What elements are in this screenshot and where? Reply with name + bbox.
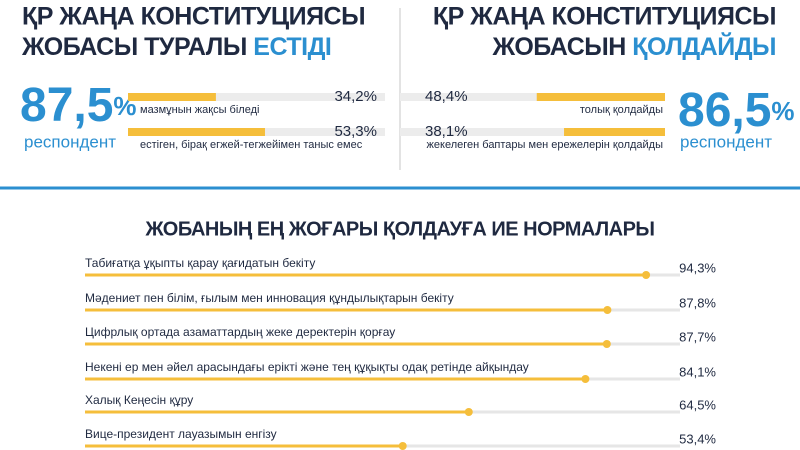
value-label: 34,2% (334, 88, 377, 105)
category-label: Вице-президент лауазымын енгізу (85, 427, 277, 441)
bar (85, 308, 608, 312)
bar-end-dot (581, 375, 590, 383)
title-highlight: ЕСТІДІ (253, 33, 331, 61)
title-part: ЖОБАСЫ ТУРАЛЫ (21, 33, 247, 61)
bar (85, 273, 647, 277)
headline-value: 86,5 (678, 84, 771, 137)
value-label: 84,1% (679, 364, 716, 379)
bar (536, 93, 665, 101)
category-label: естіген, бірақ егжей-тегжейімен таныс ем… (140, 139, 363, 151)
title-line: ЖОБАСЫН ҚОЛДАЙДЫ (492, 31, 776, 61)
category-label: Мәдениет пен білім, ғылым мен инновация … (85, 291, 454, 305)
bar-end-dot (642, 271, 651, 279)
bar (564, 128, 665, 136)
headline: 86,5% (678, 84, 795, 137)
section-title: ЖОБАНЫҢ ЕҢ ЖОҒАРЫ ҚОЛДАУҒА ИЕ НОРМАЛАРЫ (144, 218, 654, 240)
category-label: Цифрлық ортада азаматтардың жеке деректе… (85, 325, 395, 339)
value-label: 48,4% (425, 88, 468, 105)
headline-caption: респондент (24, 132, 116, 151)
bar (85, 444, 403, 448)
bar-end-dot (602, 340, 611, 348)
bar (85, 377, 586, 381)
bar-end-dot (464, 408, 473, 416)
value-label: 87,8% (679, 295, 716, 310)
headline-caption: респондент (680, 132, 772, 151)
value-label: 53,3% (334, 123, 377, 140)
headline-value: 87,5 (20, 79, 113, 132)
bar (85, 342, 607, 346)
category-label: толық қолдайды (580, 104, 663, 116)
category-label: Табиғатқа ұқыпты қарау қағидатын бекіту (85, 256, 315, 270)
title-line: ҚР ЖАҢА КОНСТИТУЦИЯСЫ (22, 3, 365, 31)
bar (128, 93, 216, 101)
bar-track (400, 93, 665, 101)
value-label: 64,5% (679, 397, 716, 412)
value-label: 94,3% (679, 260, 716, 275)
headline-unit: % (771, 96, 794, 126)
category-label: Некені ер мен әйел арасындағы ерікті жән… (85, 360, 529, 374)
category-label: жекелеген баптары мен ережелерін қолдайд… (427, 139, 664, 151)
bar-track (128, 93, 385, 101)
bar-end-dot (398, 442, 407, 450)
title-line: ЖОБАСЫ ТУРАЛЫ ЕСТІДІ (21, 33, 331, 61)
bar-end-dot (603, 306, 612, 314)
title-line: ҚР ЖАҢА КОНСТИТУЦИЯСЫ (433, 3, 776, 31)
value-label: 38,1% (425, 123, 468, 140)
category-label: Халық Кеңесін құру (85, 393, 193, 407)
value-label: 87,7% (679, 329, 716, 344)
value-label: 53,4% (679, 431, 716, 446)
bar (85, 410, 469, 414)
bar (128, 128, 265, 136)
title-highlight: ҚОЛДАЙДЫ (632, 31, 776, 61)
headline: 87,5% (20, 79, 137, 132)
category-label: мазмұнын жақсы біледі (140, 104, 259, 116)
title-part: ЖОБАСЫН (492, 33, 626, 61)
bar-track (400, 128, 665, 136)
